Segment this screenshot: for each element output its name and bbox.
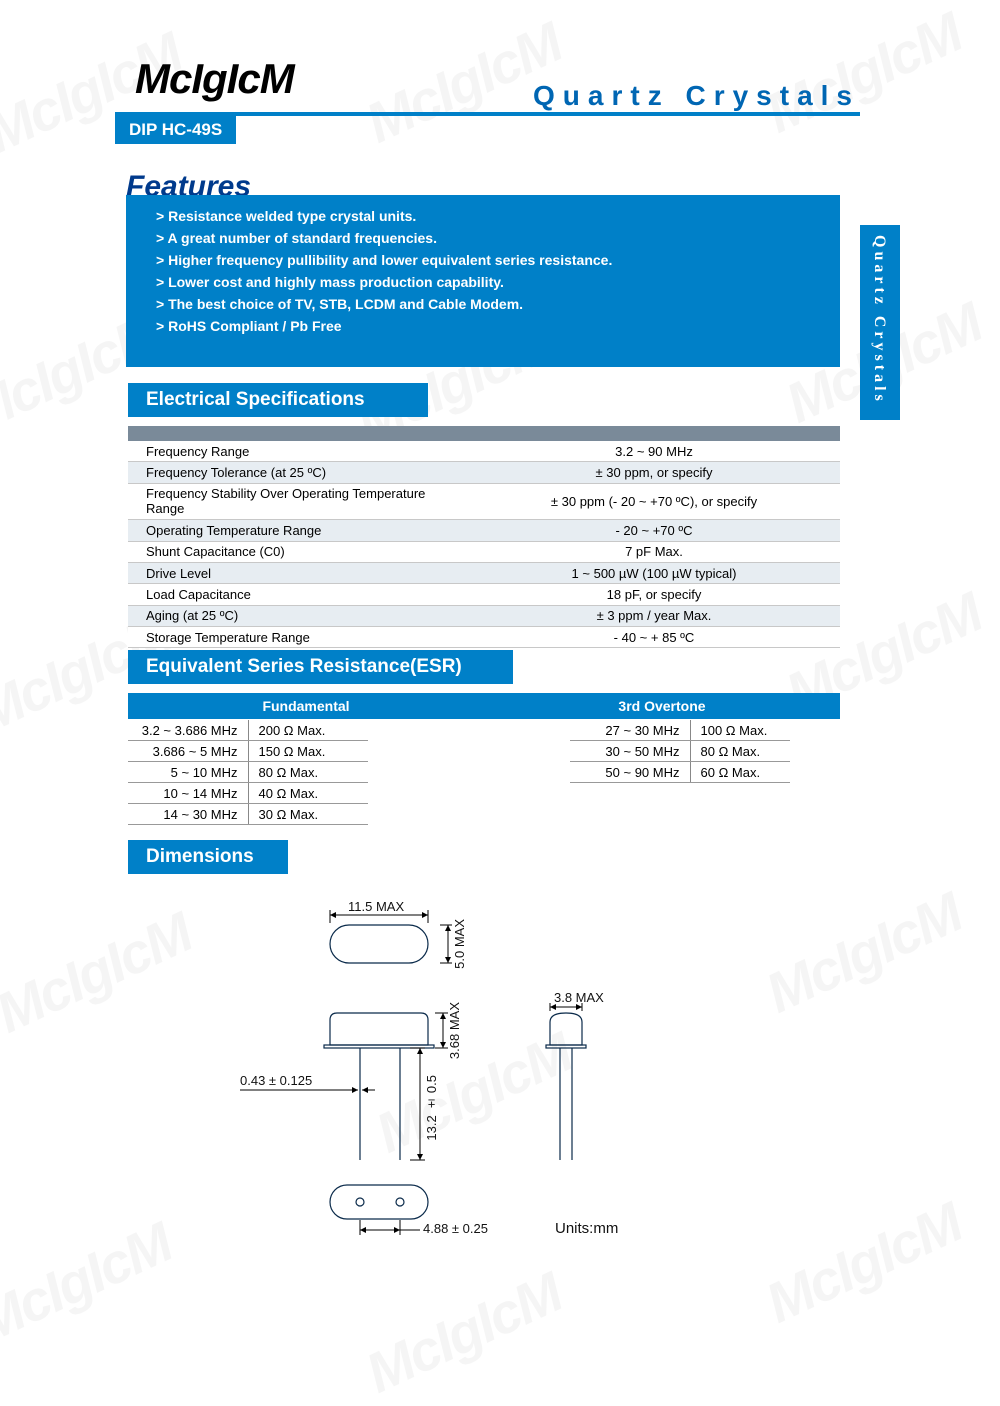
- section-esr-header: Equivalent Series Resistance(ESR): [128, 650, 513, 684]
- esr-row: 27 ~ 30 MHz100 Ω Max.: [570, 720, 790, 741]
- spec-row: Drive Level1 ~ 500 µW (100 µW typical): [128, 562, 840, 583]
- dim-lead-height: 13.2 ± 0.5: [424, 1075, 439, 1141]
- elec-gray-bar: [128, 426, 840, 441]
- esr-fundamental-header: Fundamental: [128, 693, 484, 719]
- esr-row: 5 ~ 10 MHz80 Ω Max.: [128, 762, 368, 783]
- spec-row: Storage Temperature Range- 40 ~ + 85 ºC: [128, 627, 840, 648]
- esr-row: 3.686 ~ 5 MHz150 Ω Max.: [128, 741, 368, 762]
- side-tab-label: Quartz Crystals: [870, 235, 888, 405]
- feature-item: Resistance welded type crystal units.: [156, 205, 820, 227]
- watermark: McIgIcM: [0, 1209, 181, 1355]
- feature-item: Lower cost and highly mass production ca…: [156, 271, 820, 293]
- feature-item: RoHS Compliant / Pb Free: [156, 315, 820, 337]
- dim-lead-dia: 0.43 ± 0.125: [240, 1073, 312, 1088]
- esr-overtone-header: 3rd Overtone: [484, 693, 840, 719]
- section-elec-header: Electrical Specifications: [128, 383, 428, 417]
- spec-row: Frequency Tolerance (at 25 ºC)± 30 ppm, …: [128, 462, 840, 483]
- spec-row: Aging (at 25 ºC)± 3 ppm / year Max.: [128, 605, 840, 626]
- feature-item: The best choice of TV, STB, LCDM and Cab…: [156, 293, 820, 315]
- dim-width-top: 11.5 MAX: [348, 899, 404, 914]
- esr-row: 14 ~ 30 MHz30 Ω Max.: [128, 804, 368, 825]
- esr-row: 50 ~ 90 MHz60 Ω Max.: [570, 762, 790, 783]
- spec-row: Load Capacitance18 pF, or specify: [128, 584, 840, 605]
- dimensions-drawing: 11.5 MAX 5.0 MAX 3.68 MAX 13.2 ± 0.5 0.4…: [230, 895, 790, 1245]
- watermark: McIgIcM: [756, 0, 971, 146]
- side-tab: Quartz Crystals: [860, 225, 900, 420]
- section-dim-header: Dimensions: [128, 840, 288, 874]
- watermark: McIgIcM: [0, 899, 201, 1045]
- feature-item: Higher frequency pullibility and lower e…: [156, 249, 820, 271]
- watermark: McIgIcM: [356, 1259, 571, 1405]
- spec-row: Operating Temperature Range- 20 ~ +70 ºC: [128, 520, 840, 541]
- dim-side-width: 3.8 MAX: [554, 990, 604, 1005]
- esr-fundamental-table: 3.2 ~ 3.686 MHz200 Ω Max.3.686 ~ 5 MHz15…: [128, 720, 368, 825]
- esr-overtone-table: 27 ~ 30 MHz100 Ω Max.30 ~ 50 MHz80 Ω Max…: [570, 720, 790, 783]
- esr-row: 10 ~ 14 MHz40 Ω Max.: [128, 783, 368, 804]
- dim-body-height: 3.68 MAX: [447, 1002, 462, 1059]
- features-box: Resistance welded type crystal units.A g…: [126, 195, 840, 367]
- spec-table: Frequency Range3.2 ~ 90 MHzFrequency Tol…: [128, 441, 840, 648]
- dim-pitch: 4.88 ± 0.25: [423, 1221, 488, 1236]
- spec-row: Frequency Range3.2 ~ 90 MHz: [128, 441, 840, 462]
- model-tag: DIP HC-49S: [115, 116, 236, 144]
- esr-row: 3.2 ~ 3.686 MHz200 Ω Max.: [128, 720, 368, 741]
- feature-item: A great number of standard frequencies.: [156, 227, 820, 249]
- dim-height-top: 5.0 MAX: [452, 919, 467, 969]
- units-label: Units:mm: [555, 1220, 618, 1237]
- esr-row: 30 ~ 50 MHz80 Ω Max.: [570, 741, 790, 762]
- header-title: Quartz Crystals: [533, 80, 860, 112]
- spec-row: Shunt Capacitance (C0)7 pF Max.: [128, 541, 840, 562]
- brand-logo: McIgIcM: [135, 55, 294, 103]
- spec-row: Frequency Stability Over Operating Tempe…: [128, 483, 840, 519]
